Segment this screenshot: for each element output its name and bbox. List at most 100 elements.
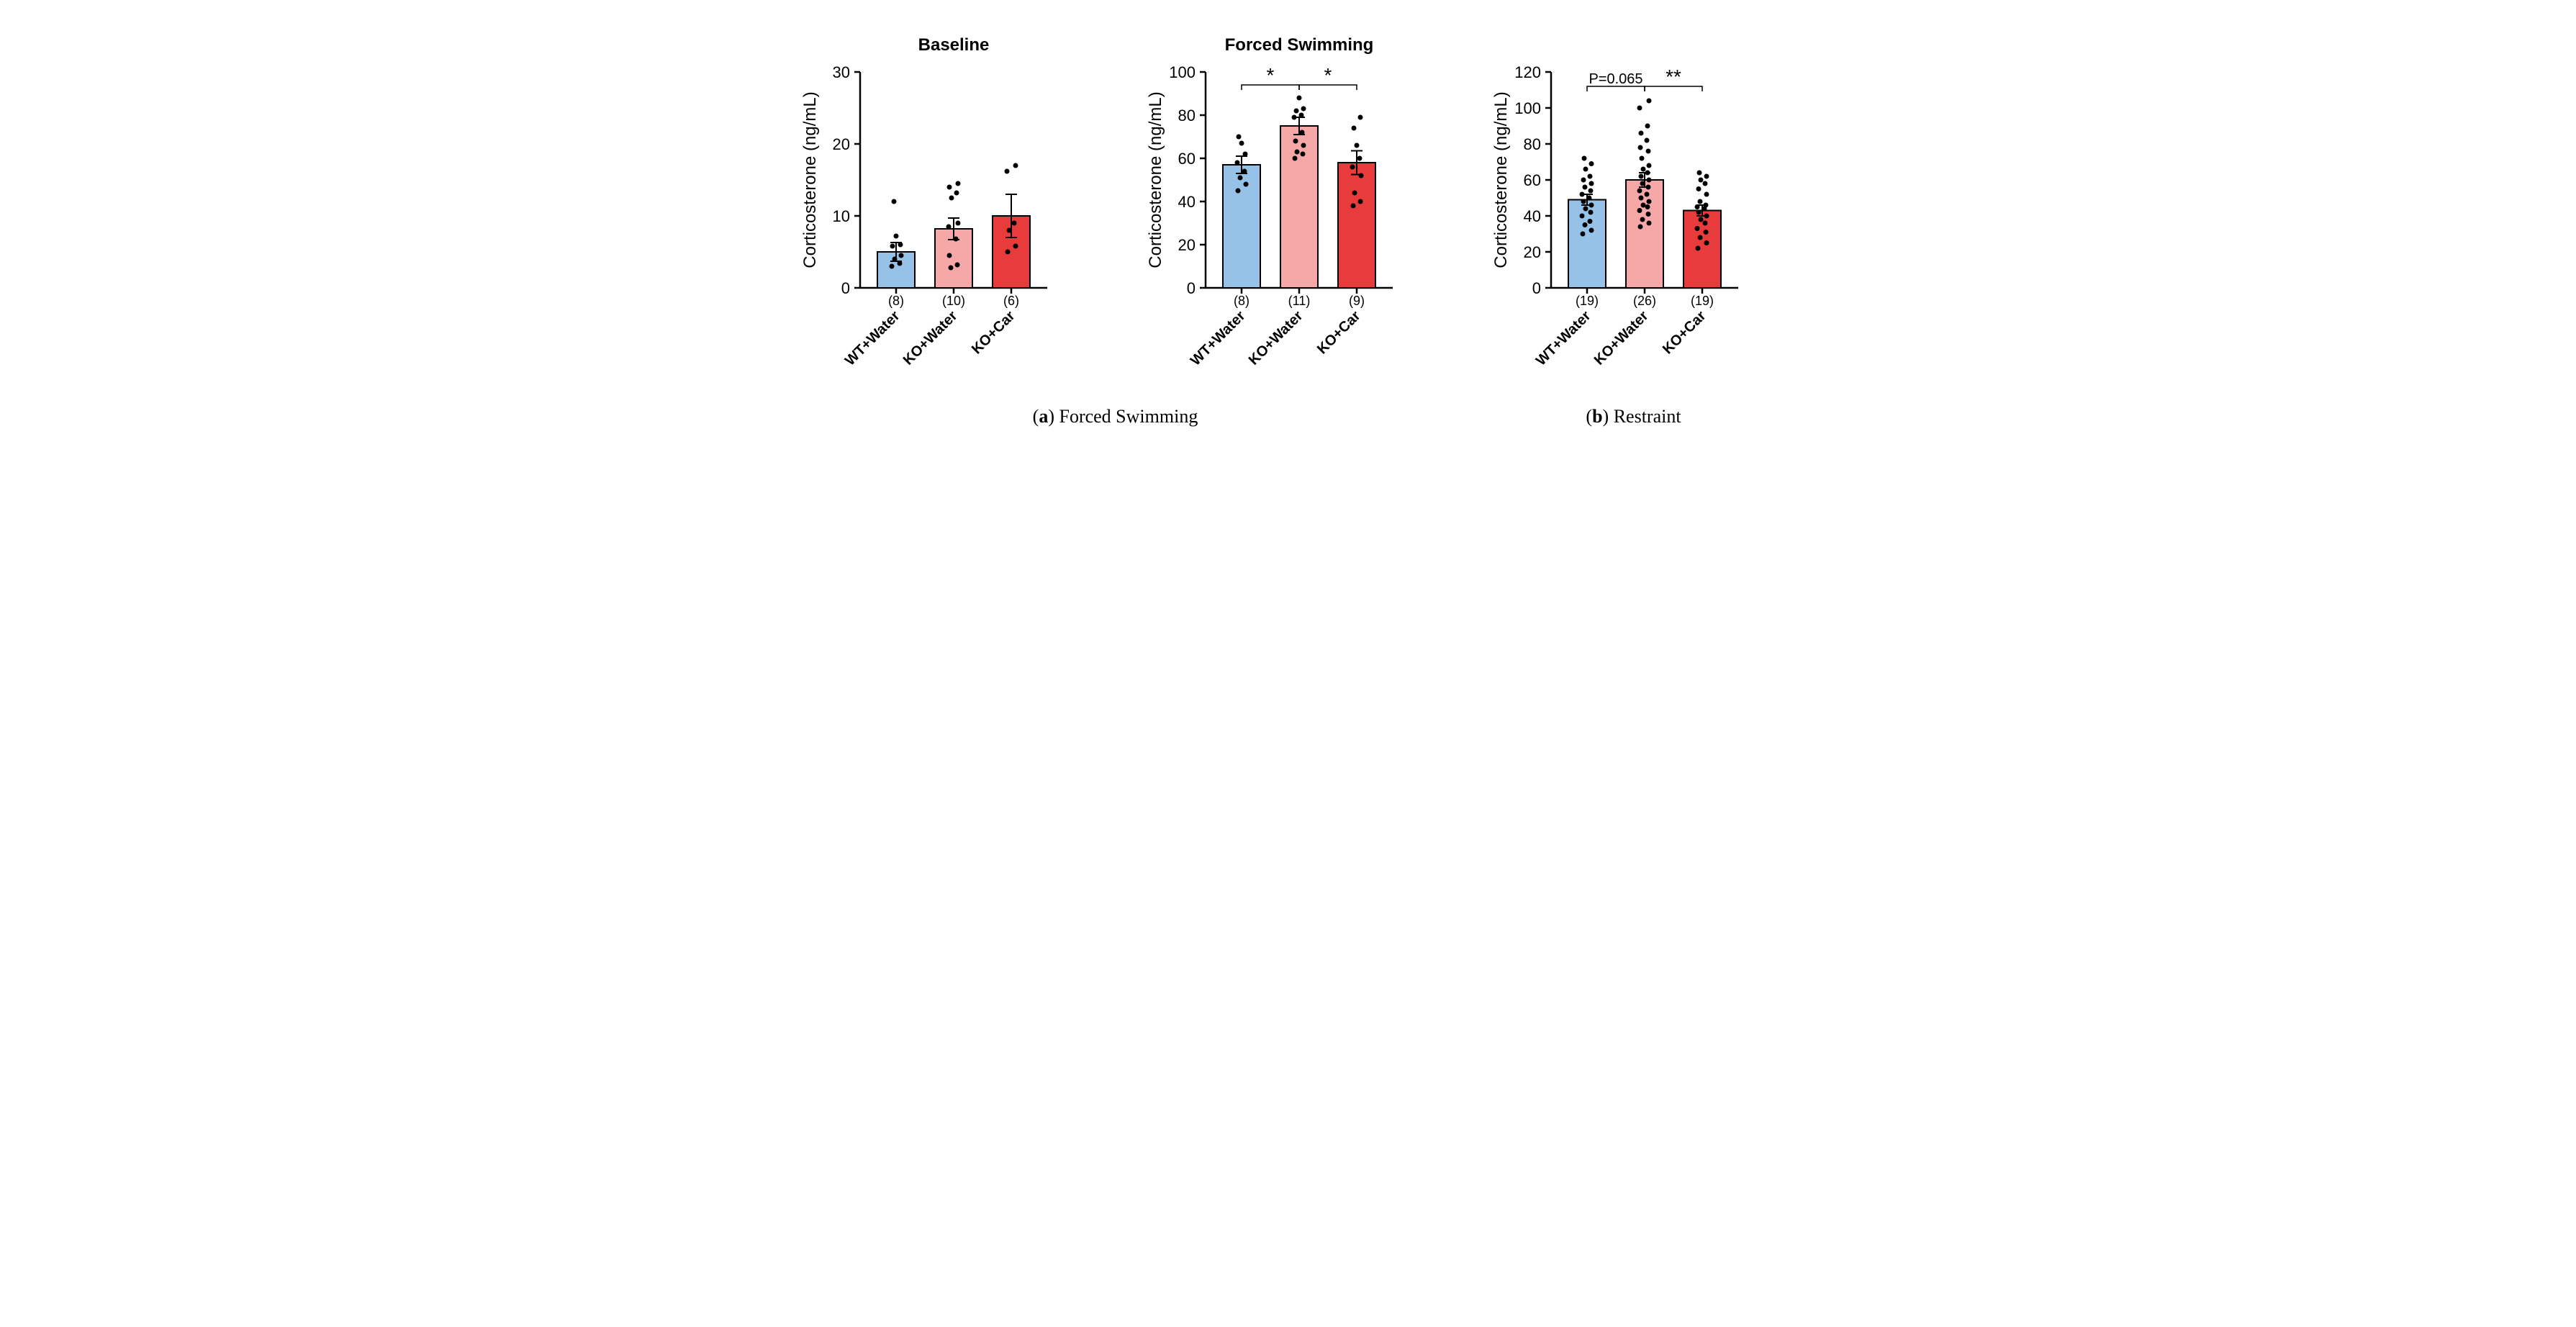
data-point (1292, 156, 1297, 161)
data-point (1005, 250, 1010, 255)
data-point (1637, 145, 1642, 150)
data-point (1235, 189, 1240, 194)
ytick-label: 0 (1532, 279, 1540, 297)
ytick-label: 0 (1186, 279, 1195, 297)
data-point (1358, 173, 1363, 178)
chart-title: Baseline (918, 35, 989, 55)
data-point (946, 225, 951, 230)
data-point (954, 263, 959, 268)
x-category-label: WT+Water (1532, 308, 1594, 369)
data-point (1640, 217, 1645, 222)
chart-svg: 020406080100120Corticosterone (ng/mL)(19… (1486, 29, 1781, 360)
data-point (1704, 214, 1709, 219)
subcaption: (b) Restraint (1486, 406, 1781, 427)
data-point (1294, 150, 1299, 155)
y-axis-label: Corticosterone (ng/mL) (800, 91, 820, 268)
data-point (891, 199, 896, 204)
significance-bar: ** (1645, 65, 1702, 91)
data-point (946, 185, 952, 190)
data-point (1579, 214, 1584, 219)
significance-label: P=0.065 (1588, 71, 1642, 87)
data-point (1698, 217, 1703, 222)
data-point (1646, 99, 1651, 104)
data-point (1581, 156, 1586, 161)
x-category-label: KO+Car (968, 308, 1018, 358)
significance-label: * (1324, 64, 1332, 86)
data-point (1583, 207, 1588, 212)
data-point (1582, 185, 1587, 190)
data-point (1695, 246, 1700, 251)
data-point (1242, 152, 1247, 157)
data-point (1697, 235, 1702, 240)
x-category-label: KO+Car (1314, 308, 1363, 358)
bar (1568, 200, 1606, 289)
data-point (1637, 106, 1642, 111)
ytick-label: 10 (832, 207, 849, 225)
bar (1223, 165, 1260, 288)
data-point (1243, 182, 1248, 187)
ytick-label: 20 (1178, 236, 1195, 254)
ytick-label: 80 (1178, 107, 1195, 124)
data-point (1704, 240, 1709, 245)
data-point (1236, 135, 1241, 140)
data-point (1702, 181, 1707, 186)
chart-svg: Baseline0102030Corticosterone (ng/mL)(8)… (795, 29, 1090, 360)
data-point (948, 266, 953, 271)
ytick-label: 80 (1523, 135, 1540, 153)
data-point (1293, 139, 1298, 144)
significance-bar: * (1242, 64, 1299, 90)
data-point (1013, 163, 1018, 168)
data-point (1702, 221, 1707, 226)
ytick-label: 20 (832, 135, 849, 153)
data-point (1639, 156, 1644, 161)
data-point (1582, 222, 1587, 227)
y-axis-label: Corticosterone (ng/mL) (1146, 91, 1165, 268)
data-point (1011, 221, 1016, 226)
data-point (1703, 203, 1708, 208)
data-point (1581, 199, 1586, 204)
data-point (1637, 208, 1642, 213)
data-point (1638, 174, 1643, 179)
data-point (1696, 171, 1701, 176)
significance-label: * (1266, 64, 1274, 86)
data-point (1698, 178, 1703, 183)
n-label: (9) (1349, 294, 1365, 308)
data-point (1694, 204, 1699, 209)
data-point (1586, 196, 1591, 201)
data-point (1239, 141, 1244, 146)
data-point (1587, 174, 1592, 179)
data-point (1646, 178, 1651, 183)
data-point (1580, 232, 1585, 237)
data-point (954, 191, 959, 196)
x-category-label: WT+Water (841, 308, 903, 369)
data-point (1644, 138, 1649, 143)
x-category-label: KO+Water (1245, 308, 1306, 368)
data-point (1645, 149, 1650, 154)
data-point (898, 243, 903, 248)
data-point (1696, 186, 1701, 191)
data-point (889, 264, 894, 269)
n-label: (19) (1690, 294, 1713, 308)
bar (1626, 180, 1663, 288)
data-point (1588, 181, 1594, 186)
ytick-label: 120 (1514, 63, 1541, 81)
ytick-label: 20 (1523, 243, 1540, 261)
n-label: (8) (1234, 294, 1249, 308)
data-point (1704, 192, 1709, 197)
ytick-label: 60 (1523, 171, 1540, 189)
data-point (897, 261, 902, 266)
data-point (1354, 143, 1359, 148)
data-point (953, 237, 958, 242)
data-point (1301, 143, 1306, 148)
data-point (1234, 160, 1239, 166)
data-point (1637, 189, 1642, 194)
x-category-label: WT+Water (1187, 308, 1248, 369)
significance-bar: P=0.065 (1587, 71, 1645, 91)
data-point (1581, 178, 1586, 183)
data-point (1640, 181, 1645, 186)
ytick-label: 100 (1169, 63, 1196, 81)
n-label: (6) (1003, 294, 1019, 308)
data-point (955, 181, 960, 186)
data-point (1293, 109, 1298, 114)
data-point (1588, 161, 1594, 166)
